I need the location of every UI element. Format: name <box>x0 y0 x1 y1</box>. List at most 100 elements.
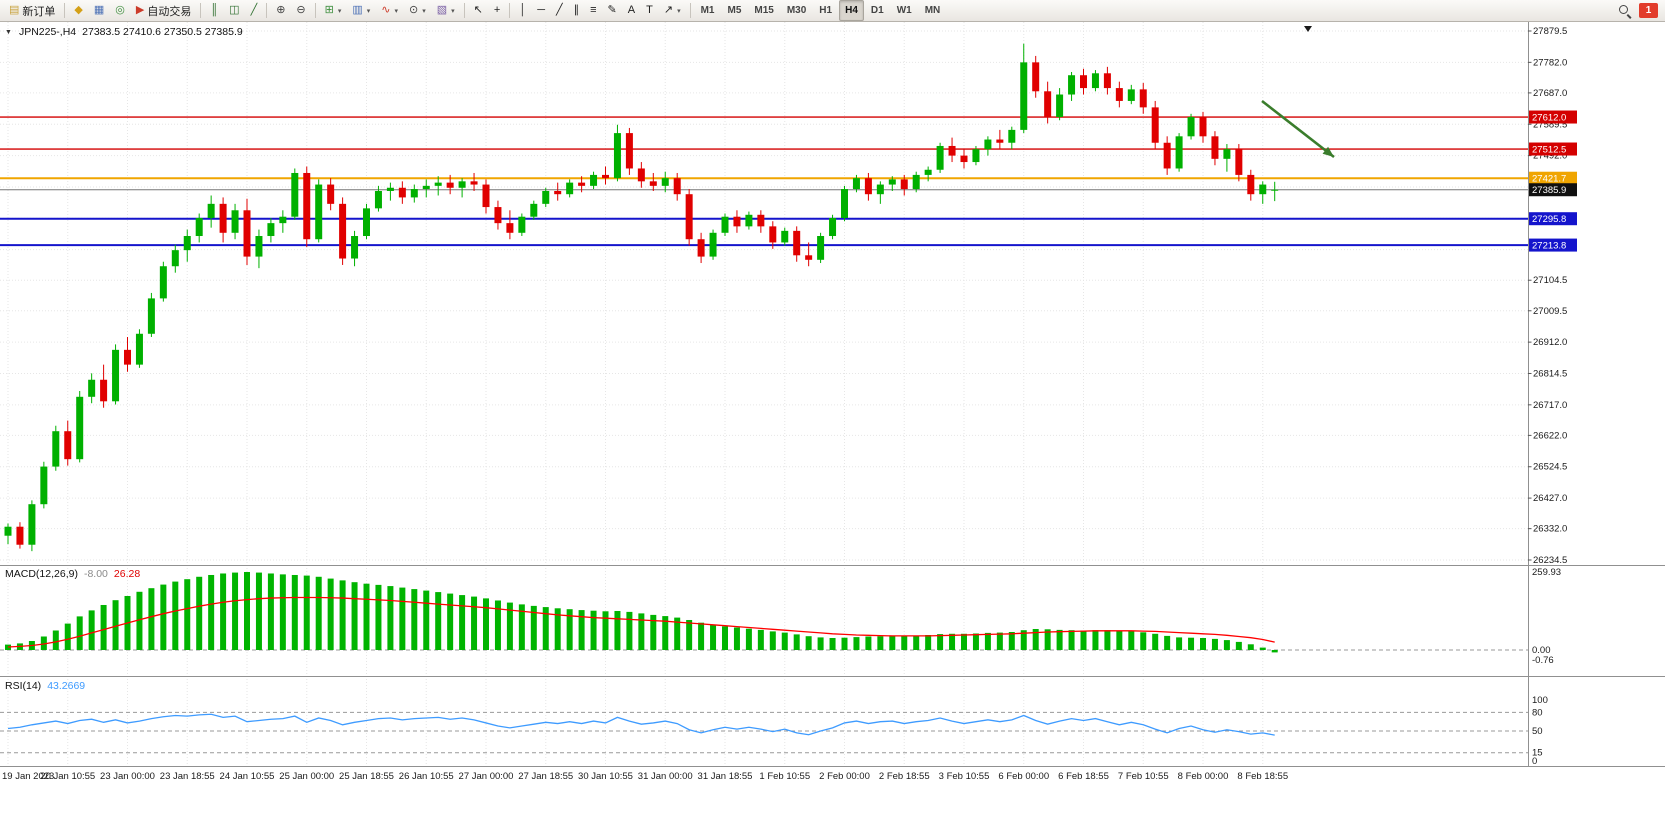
svg-text:3 Feb 10:55: 3 Feb 10:55 <box>939 771 990 782</box>
navigator-button[interactable]: ◎ <box>110 0 130 21</box>
svg-text:27295.8: 27295.8 <box>1532 214 1566 225</box>
toolbar-right: 1 <box>1618 3 1661 18</box>
auto-trading-button[interactable]: ▶ 自动交易 <box>131 0 196 21</box>
dropdown-caret-icon[interactable]: ▾ <box>337 7 342 15</box>
svg-text:8 Feb 00:00: 8 Feb 00:00 <box>1178 771 1229 782</box>
svg-text:27 Jan 00:00: 27 Jan 00:00 <box>459 771 514 782</box>
chart-annotations[interactable] <box>1261 26 1337 161</box>
dropdown-caret-icon[interactable]: ▾ <box>677 7 681 15</box>
zoom-out-button[interactable]: ⊖ <box>291 0 310 21</box>
timeframe-m1-button[interactable]: M1 <box>700 5 715 16</box>
svg-text:259.93: 259.93 <box>1532 567 1561 578</box>
templates-button[interactable]: ▧ ▾ <box>432 0 460 21</box>
search-icon[interactable] <box>1618 4 1632 18</box>
timeframe-mn-button[interactable]: MN <box>924 5 941 16</box>
line-chart-icon: ╱ <box>250 4 258 16</box>
horizontal-line-button[interactable]: ─ <box>532 0 550 21</box>
navigator-icon: ◎ <box>115 4 125 16</box>
chart-header: ▼ JPN225-,H4 27383.5 27410.6 27350.5 273… <box>5 26 243 38</box>
market-watch-button[interactable]: ◆ <box>69 0 87 21</box>
trendline-icon: ╱ <box>556 4 563 16</box>
svg-text:23 Jan 00:00: 23 Jan 00:00 <box>100 771 155 782</box>
notification-badge[interactable]: 1 <box>1639 3 1658 18</box>
tile-windows-icon: ⊞ <box>324 4 334 16</box>
indicators-icon: ∿ <box>381 4 391 16</box>
symbol-dropdown-icon[interactable]: ▼ <box>5 28 12 36</box>
svg-text:31 Jan 18:55: 31 Jan 18:55 <box>698 771 753 782</box>
svg-text:6 Feb 18:55: 6 Feb 18:55 <box>1058 771 1109 782</box>
pane-separators[interactable] <box>0 22 1665 767</box>
line-chart-type-button[interactable]: ╱ <box>246 0 263 21</box>
fibonacci-button[interactable]: ≡ <box>585 0 601 21</box>
crosshair-button[interactable]: + <box>489 0 505 21</box>
bar-chart-icon: ║ <box>210 4 219 16</box>
timeframe-m15-button[interactable]: M15 <box>754 5 774 16</box>
svg-text:23 Jan 18:55: 23 Jan 18:55 <box>160 771 215 782</box>
macd-pane: 259.93 0.00-0.76 <box>0 567 1561 666</box>
svg-text:27492.0: 27492.0 <box>1533 151 1567 162</box>
new-order-button[interactable]: ▤ 新订单 <box>4 0 60 21</box>
toolbar-separator <box>689 3 691 18</box>
timeframe-d1-button[interactable]: D1 <box>870 5 884 16</box>
toolbar-separator <box>200 3 202 18</box>
candlestick-type-button[interactable]: ◫ <box>224 0 244 21</box>
svg-text:6 Feb 00:00: 6 Feb 00:00 <box>998 771 1049 782</box>
arrange-windows-button[interactable]: ▥ ▾ <box>347 0 375 21</box>
rsi-name: RSI(14) <box>5 680 42 692</box>
toolbar-separator <box>463 3 465 18</box>
vertical-line-button[interactable]: │ <box>514 0 531 21</box>
dropdown-caret-icon[interactable]: ▾ <box>422 7 426 15</box>
arrow-objects-button[interactable]: ↗ ▾ <box>659 0 686 21</box>
bar-chart-type-button[interactable]: ║ <box>205 0 223 21</box>
timeframe-w1-button[interactable]: W1 <box>896 5 912 16</box>
toolbar-separator <box>266 3 268 18</box>
zoom-out-icon: ⊖ <box>296 4 306 16</box>
dropdown-caret-icon[interactable]: ▾ <box>366 7 371 15</box>
text-button[interactable]: A <box>623 0 640 21</box>
cursor-icon: ↖ <box>473 4 483 16</box>
svg-text:0.00: 0.00 <box>1532 645 1551 656</box>
dropdown-caret-icon[interactable]: ▾ <box>451 7 455 15</box>
candlestick-icon: ◫ <box>229 4 240 16</box>
svg-text:30 Jan 10:55: 30 Jan 10:55 <box>578 771 633 782</box>
price-axis[interactable]: 27879.5 27782.0 27687.0 27589.5 27492.0 27104… <box>1528 26 1577 566</box>
text-label-button[interactable]: T <box>641 0 658 21</box>
zoom-in-button[interactable]: ⊕ <box>271 0 290 21</box>
timeframe-h4-button[interactable]: H4 <box>839 0 864 21</box>
chart-symbol-period: JPN225-,H4 <box>18 26 77 38</box>
cursor-button[interactable]: ↖ <box>469 0 488 21</box>
svg-text:26332.0: 26332.0 <box>1533 524 1567 535</box>
svg-text:26427.0: 26427.0 <box>1533 493 1567 504</box>
clock-icon: ⊙ <box>409 4 419 16</box>
data-window-button[interactable]: ▦ <box>89 0 109 21</box>
auto-trading-icon: ▶ <box>135 4 145 16</box>
chart-window: 259.93 0.00 -0.76 100 80 50 15 0 27879.5 27782.0 2… <box>0 22 1665 832</box>
svg-text:27 Jan 18:55: 27 Jan 18:55 <box>518 771 573 782</box>
periods-button[interactable]: ⊙ ▾ <box>404 0 431 21</box>
macd-name: MACD(12,26,9) <box>5 568 78 580</box>
freehand-button[interactable]: ✎ <box>603 0 622 21</box>
timeframe-h1-button[interactable]: H1 <box>819 5 833 16</box>
svg-text:26524.5: 26524.5 <box>1533 462 1567 473</box>
tile-windows-button[interactable]: ⊞ ▾ <box>320 0 347 21</box>
svg-text:26234.5: 26234.5 <box>1533 555 1567 566</box>
timeframe-m30-button[interactable]: M30 <box>786 5 807 16</box>
new-order-button-label: 新订单 <box>22 5 56 18</box>
price-tag <box>1529 171 1577 185</box>
trendline-button[interactable]: ╱ <box>551 0 568 21</box>
svg-text:7 Feb 10:55: 7 Feb 10:55 <box>1118 771 1169 782</box>
template-icon: ▧ <box>436 4 448 16</box>
fibonacci-icon: ≡ <box>590 4 597 16</box>
arrow-objects-icon: ↗ <box>663 4 674 16</box>
price-tag <box>1529 238 1577 252</box>
indicators-button[interactable]: ∿ ▾ <box>376 0 403 21</box>
channel-button[interactable]: ∥ <box>569 0 585 21</box>
dropdown-caret-icon[interactable]: ▾ <box>394 7 399 15</box>
grid-lines <box>0 22 1528 766</box>
price-tag <box>1529 142 1577 156</box>
macd-histogram-value: -8.00 <box>83 568 108 580</box>
candlesticks <box>4 43 1279 552</box>
timeframe-m5-button[interactable]: M5 <box>727 5 742 16</box>
svg-text:27009.5: 27009.5 <box>1533 306 1567 317</box>
